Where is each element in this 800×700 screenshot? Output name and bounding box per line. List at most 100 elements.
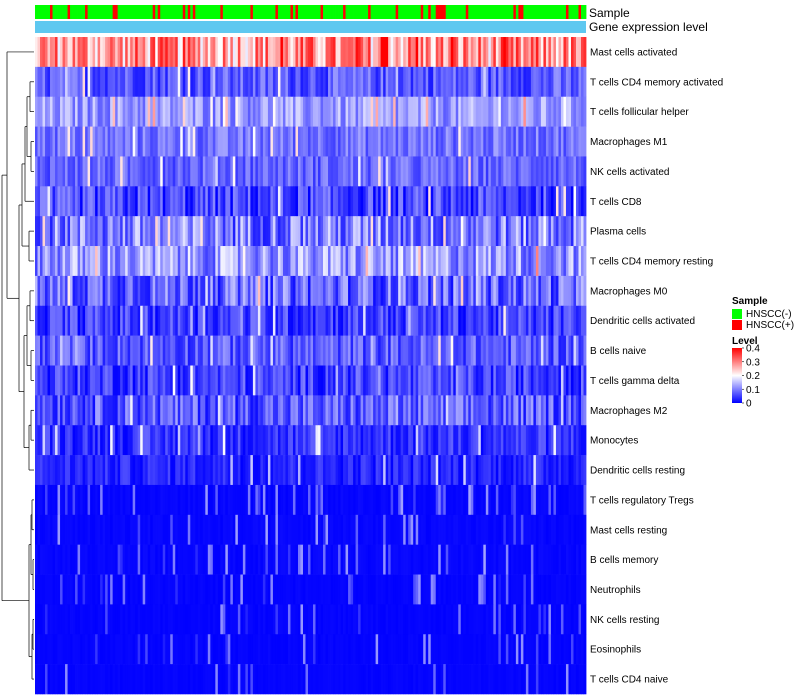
heatmap-cell <box>135 455 139 486</box>
heatmap-cell <box>348 484 351 516</box>
heatmap-cell <box>348 37 351 68</box>
heatmap-cell <box>473 484 477 516</box>
heatmap-cell <box>277 514 281 545</box>
heatmap-cell <box>180 664 184 695</box>
heatmap-cell <box>295 156 299 187</box>
heatmap-cell <box>535 574 539 605</box>
heatmap-cell <box>523 37 527 68</box>
heatmap-cell <box>155 484 159 516</box>
heatmap-cell <box>295 216 299 247</box>
heatmap-cell <box>518 126 522 157</box>
heatmap-cell <box>170 544 174 575</box>
heatmap-cell <box>277 246 281 277</box>
heatmap-cell <box>157 96 161 127</box>
heatmap-cell <box>162 365 166 396</box>
heatmap-cell <box>423 395 427 426</box>
heatmap-cell <box>478 365 482 396</box>
heatmap-cell <box>465 37 469 68</box>
heatmap-cell <box>325 574 329 605</box>
heatmap-cell <box>395 275 399 307</box>
heatmap-cell <box>167 484 171 516</box>
heatmap-cell <box>318 335 321 366</box>
heatmap-cell <box>55 246 58 277</box>
heatmap-cell <box>177 335 181 366</box>
heatmap-cell <box>137 156 141 187</box>
heatmap-cell <box>393 455 397 486</box>
heatmap-cell <box>558 604 562 635</box>
heatmap-cell <box>560 544 564 575</box>
sample-annotation-cell <box>282 5 286 19</box>
heatmap-cell <box>560 216 564 247</box>
heatmap-cell <box>505 455 509 486</box>
heatmap-cell <box>425 395 429 426</box>
heatmap-cell <box>120 455 124 486</box>
heatmap-cell <box>398 544 402 575</box>
heatmap-cell <box>137 186 141 217</box>
heatmap-cell <box>165 275 169 307</box>
heatmap-cell <box>195 275 199 307</box>
heatmap-cell <box>202 335 206 366</box>
heatmap-cell <box>350 246 354 277</box>
heatmap-cell <box>240 604 244 635</box>
heatmap-cell <box>528 365 532 396</box>
heatmap-cell <box>237 514 241 545</box>
heatmap-cell <box>335 126 339 157</box>
heatmap-cell <box>150 216 154 247</box>
heatmap-cell <box>563 604 567 635</box>
heatmap-cell <box>127 634 131 665</box>
heatmap-cell <box>192 574 196 605</box>
heatmap-cell <box>375 156 379 187</box>
heatmap-cell <box>493 96 497 127</box>
heatmap-cell <box>523 96 527 127</box>
heatmap-cell <box>67 574 71 605</box>
heatmap-cell <box>130 574 134 605</box>
heatmap-cell <box>368 604 371 635</box>
heatmap-cell <box>115 66 119 98</box>
heatmap-cell <box>528 275 532 307</box>
heatmap-cell <box>373 275 377 307</box>
heatmap-cell <box>473 126 477 157</box>
heatmap-cell <box>267 305 271 336</box>
heatmap-cell <box>155 66 159 98</box>
heatmap-cell <box>388 275 392 307</box>
heatmap-cell <box>513 216 517 247</box>
heatmap-cell <box>398 66 402 98</box>
heatmap-cell <box>348 216 351 247</box>
heatmap-cell <box>302 514 306 545</box>
heatmap-cell <box>272 514 276 545</box>
heatmap-cell <box>87 275 91 307</box>
heatmap-cell <box>348 574 351 605</box>
heatmap-cell <box>508 275 512 307</box>
heatmap-cell <box>105 425 109 456</box>
heatmap-cell <box>125 66 129 98</box>
heatmap-cell <box>90 664 93 695</box>
heatmap-cell <box>428 156 432 187</box>
heatmap-cell <box>343 425 346 456</box>
heatmap-cell <box>290 66 294 98</box>
sample-annotation-cell <box>455 5 459 19</box>
heatmap-cell <box>393 305 397 336</box>
sample-annotation-cell <box>150 5 154 19</box>
heatmap-cell <box>343 66 346 98</box>
heatmap-cell <box>343 126 346 157</box>
heatmap-cell <box>345 604 349 635</box>
heatmap-cell <box>583 216 587 247</box>
heatmap-cell <box>247 216 251 247</box>
heatmap-cell <box>420 305 424 336</box>
heatmap-cell <box>313 484 316 516</box>
heatmap-cell <box>292 66 296 98</box>
heatmap-cell <box>140 664 144 695</box>
heatmap-cell <box>353 514 356 545</box>
heatmap-cell <box>525 66 529 98</box>
heatmap-cell <box>270 544 274 575</box>
sample-annotation-cell <box>297 5 301 19</box>
heatmap-cell <box>187 186 191 217</box>
heatmap-cell <box>485 574 489 605</box>
heatmap-cell <box>365 156 369 187</box>
heatmap-cell <box>120 126 124 157</box>
heatmap-cell <box>340 96 344 127</box>
heatmap-cell <box>232 514 236 545</box>
heatmap-cell <box>398 574 402 605</box>
heatmap-cell <box>232 425 236 456</box>
heatmap-cell <box>270 335 274 366</box>
